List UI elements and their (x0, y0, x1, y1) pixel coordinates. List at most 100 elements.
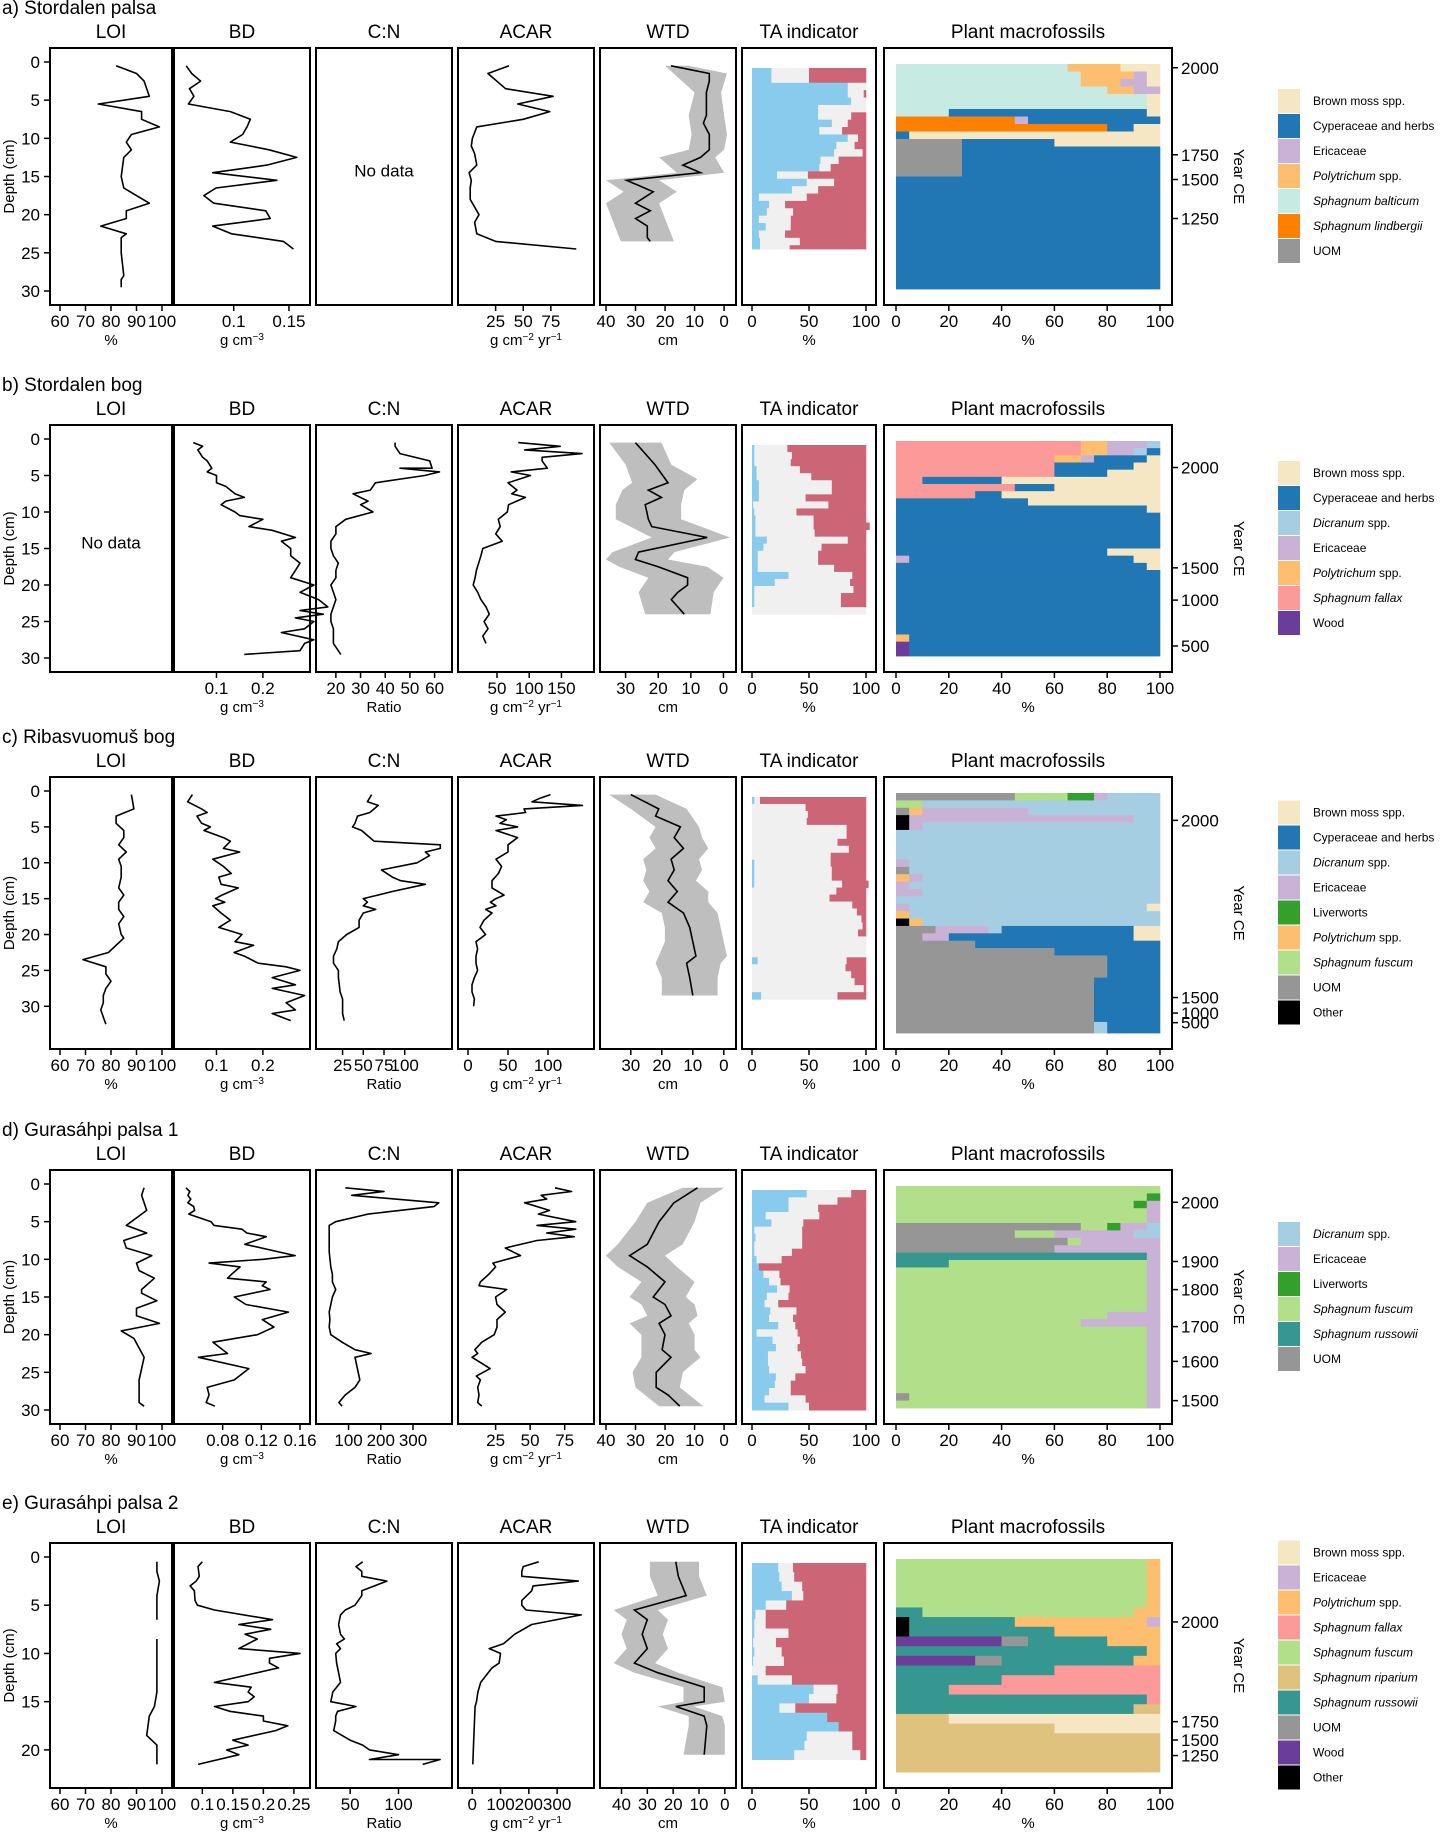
legend-swatch (1278, 1565, 1300, 1590)
ta-dry-bar (791, 452, 867, 460)
ta-neutral-bar (752, 985, 865, 993)
x-tick-label: 100 (852, 1431, 880, 1450)
macrofossil-bar (909, 822, 923, 831)
macrofossil-bar (1146, 1617, 1161, 1628)
ta-wet-bar (752, 82, 849, 91)
ta-neutral-bar (779, 1572, 795, 1583)
macrofossil-bar (896, 829, 1161, 860)
year-tick-label: 1250 (1181, 210, 1219, 229)
macrofossil-bar (922, 800, 1161, 809)
column-title: ACAR (500, 1517, 553, 1538)
ta-dry-bar (807, 810, 867, 819)
column-frame (315, 776, 453, 1050)
column-title: Plant macrofossils (951, 399, 1105, 420)
ta-dry-bar (852, 571, 867, 580)
x-tick-label: 40 (992, 312, 1011, 331)
macrofossil-bar (896, 925, 936, 934)
x-tick-label: 80 (1098, 679, 1117, 698)
column-title: BD (229, 399, 255, 420)
legend-swatch (1278, 586, 1300, 610)
x-tick-label: 0 (719, 312, 728, 331)
x-tick-label: 60 (1045, 679, 1064, 698)
macrofossil-bar (922, 889, 1161, 897)
ta-neutral-bar (754, 797, 761, 805)
y-tick-label: 15 (21, 168, 40, 187)
x-tick-label: 60 (51, 312, 70, 331)
ta-dry-bar (821, 543, 867, 552)
ta-dry-bar (846, 824, 867, 833)
macrofossil-bar (1120, 64, 1161, 72)
ta-wet-bar (752, 1263, 760, 1272)
year-tick-label: 1700 (1181, 1318, 1219, 1337)
ta-wet-bar (752, 1241, 755, 1250)
macrofossil-bar (1067, 1237, 1082, 1246)
ta-neutral-bar (756, 1256, 782, 1264)
macrofossil-bar (896, 1617, 910, 1628)
macrofossil-bar (1146, 1200, 1161, 1209)
x-tick-label: 0.08 (206, 1431, 239, 1450)
ta-dry-bar (862, 922, 867, 930)
ta-neutral-bar (754, 873, 833, 882)
ta-neutral-bar (771, 75, 810, 84)
y-tick-label: 5 (31, 1596, 40, 1615)
ta-neutral-bar (769, 200, 786, 209)
column-frame (315, 47, 453, 306)
x-tick-label: 0.2 (251, 679, 275, 698)
ta-dry-bar (802, 1581, 867, 1592)
loi-line (145, 1639, 158, 1765)
macrofossil-bar (1133, 1230, 1161, 1239)
year-tick-label: 2000 (1181, 1193, 1219, 1212)
ta-dry-bar (836, 887, 867, 896)
macrofossil-bar (1146, 441, 1161, 449)
ta-dry-bar (793, 1314, 867, 1323)
macrofossil-bar (896, 139, 963, 147)
ta-dry-bar (780, 1278, 867, 1286)
x-tick-label: 20 (656, 312, 675, 331)
ta-neutral-bar (754, 600, 842, 608)
x-tick-label: 60 (51, 1795, 70, 1814)
macrofossil-bar (896, 86, 1108, 95)
y-tick-label: 30 (21, 649, 40, 668)
ta-wet-bar (752, 1212, 766, 1220)
ta-dry-bar (851, 112, 867, 121)
x-tick-label: 100 (334, 1431, 362, 1450)
x-tick-label: 0.15 (216, 1795, 249, 1814)
x-tick-label: 50 (341, 1795, 360, 1814)
legend-swatch (1278, 825, 1300, 850)
panel-label: b) Stordalen bog (2, 375, 143, 396)
macrofossil-bar (896, 1311, 1108, 1320)
ta-wet-bar (752, 452, 755, 460)
ta-neutral-bar (836, 141, 855, 150)
unit-label: g cm−3 (220, 332, 264, 350)
wtd-uncertainty-band (613, 1561, 725, 1755)
ta-neutral-bar (752, 810, 809, 819)
ta-dry-bar (834, 178, 867, 187)
ta-neutral-bar (754, 452, 793, 460)
legend-label: Sphagnum russowii (1313, 1696, 1418, 1710)
ta-dry-bar (795, 1322, 867, 1330)
ta-dry-bar (813, 515, 867, 524)
macrofossil-bar (896, 462, 1055, 471)
legend-swatch (1278, 89, 1300, 113)
x-tick-label: 0.1 (205, 1056, 229, 1075)
ta-dry-bar (809, 1402, 867, 1411)
macrofossil-bar (1133, 124, 1161, 132)
macrofossil-bar (1001, 491, 1161, 499)
ta-dry-bar (848, 845, 867, 854)
year-tick-label: 2000 (1181, 811, 1219, 830)
ta-dry-bar (802, 1358, 867, 1367)
x-tick-label: 100 (391, 1056, 419, 1075)
macrofossil-bar (909, 1617, 1016, 1628)
macrofossil-bar (1028, 807, 1161, 816)
ta-dry-bar (851, 1190, 867, 1198)
ta-wet-bar (752, 186, 793, 195)
legend-swatch (1278, 925, 1300, 950)
ta-neutral-bar (788, 1197, 838, 1206)
year-tick-label: 1250 (1181, 1747, 1219, 1766)
x-tick-label: 10 (685, 312, 704, 331)
ta-wet-bar (752, 1731, 808, 1742)
macrofossil-bar (909, 555, 1134, 564)
ta-wet-bar (752, 1219, 772, 1228)
ta-neutral-bar (847, 134, 859, 143)
ta-dry-bar (783, 1656, 867, 1667)
